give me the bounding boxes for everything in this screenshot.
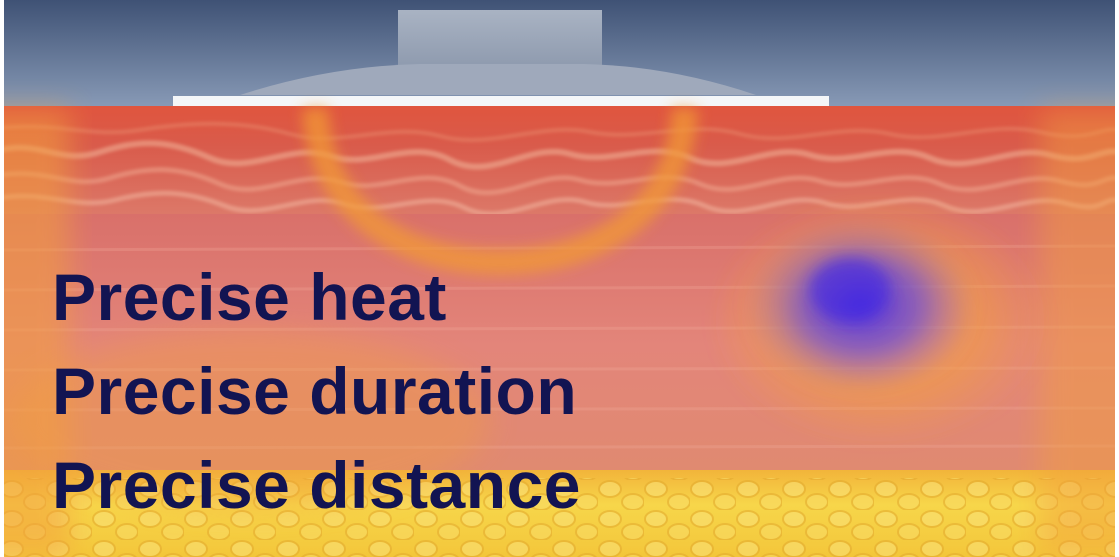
caption-line-heat: Precise heat (52, 260, 447, 334)
caption-line-duration: Precise duration (52, 354, 578, 428)
caption-line-distance: Precise distance (52, 448, 581, 522)
caption-list: Precise heat Precise duration Precise di… (52, 250, 581, 532)
heat-arc-icon (302, 107, 698, 276)
treatment-zone-icon (710, 195, 1050, 445)
treatment-applicator-icon (173, 10, 829, 106)
